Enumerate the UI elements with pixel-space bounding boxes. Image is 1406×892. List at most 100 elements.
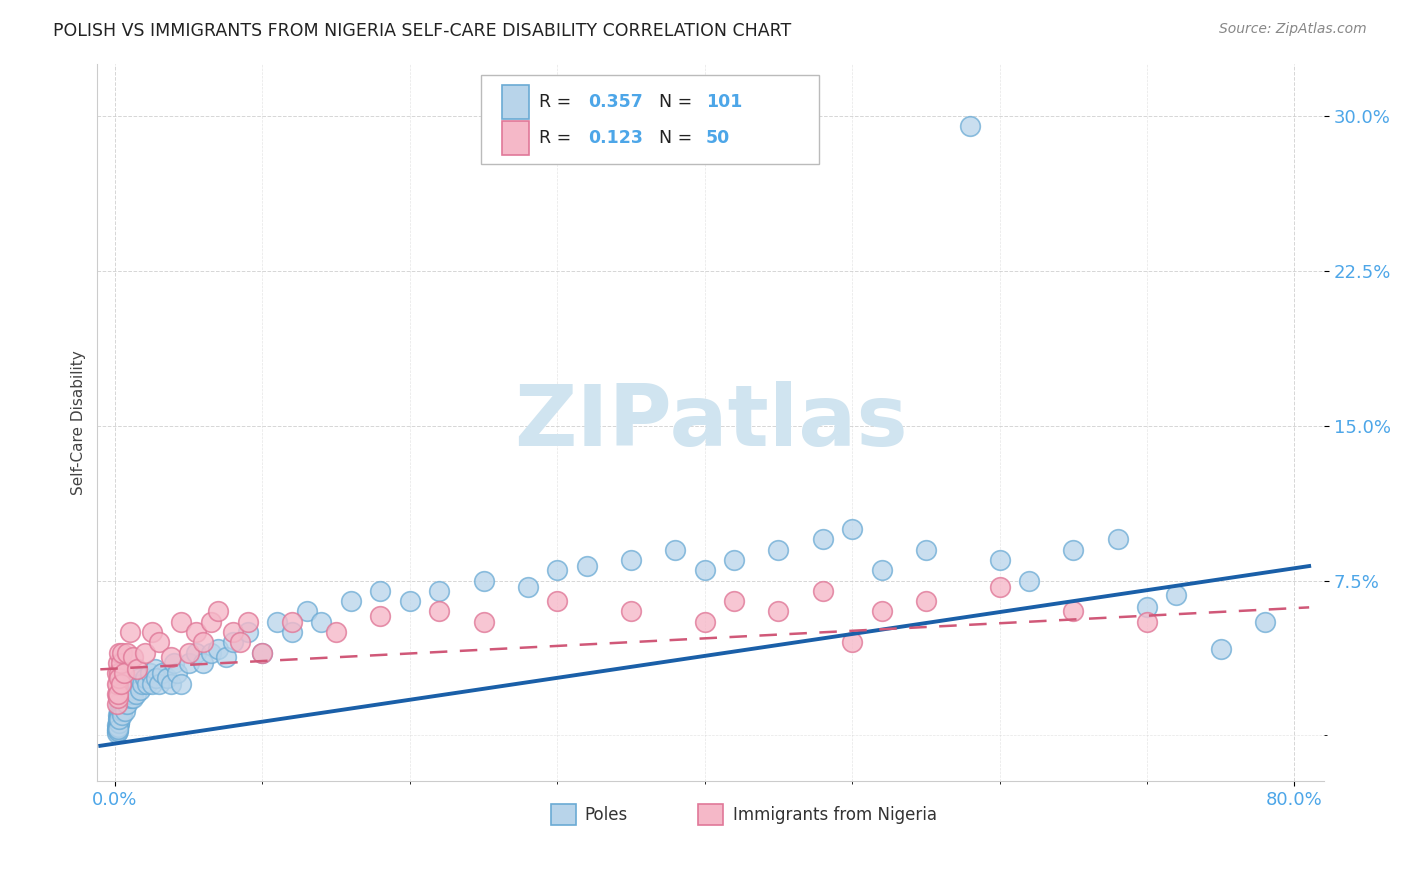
Point	[207, 641, 229, 656]
Point	[575, 559, 598, 574]
Point	[1107, 532, 1129, 546]
Point	[200, 646, 222, 660]
Point	[370, 583, 392, 598]
Point	[107, 718, 129, 732]
Text: N =: N =	[659, 93, 697, 111]
Point	[136, 677, 159, 691]
Point	[107, 691, 129, 706]
Point	[723, 594, 745, 608]
Point	[105, 677, 128, 691]
Point	[193, 635, 215, 649]
Point	[1136, 600, 1159, 615]
Point	[105, 723, 128, 737]
Text: 101: 101	[706, 93, 742, 111]
Point	[118, 625, 141, 640]
Bar	[699, 804, 723, 825]
Point	[177, 646, 200, 660]
Point	[121, 649, 143, 664]
Point	[1062, 542, 1084, 557]
Point	[105, 687, 128, 701]
Point	[107, 724, 129, 739]
Point	[108, 704, 131, 718]
Point	[110, 704, 132, 718]
Point	[111, 704, 134, 718]
Point	[110, 699, 132, 714]
Point	[281, 625, 304, 640]
Point	[1018, 574, 1040, 588]
FancyBboxPatch shape	[481, 75, 818, 164]
Point	[115, 691, 138, 706]
Point	[107, 720, 129, 734]
Point	[108, 671, 131, 685]
Point	[107, 723, 129, 737]
Point	[1136, 615, 1159, 629]
Text: R =: R =	[538, 93, 576, 111]
Text: N =: N =	[659, 129, 697, 147]
Point	[870, 563, 893, 577]
Point	[121, 691, 143, 706]
Point	[163, 656, 186, 670]
Point	[107, 720, 129, 734]
Point	[236, 615, 259, 629]
Point	[131, 677, 153, 691]
Point	[546, 563, 568, 577]
Point	[811, 532, 834, 546]
Point	[108, 712, 131, 726]
Point	[112, 691, 135, 706]
Point	[160, 649, 183, 664]
Point	[128, 671, 150, 685]
Point	[107, 656, 129, 670]
Point	[693, 563, 716, 577]
Point	[295, 605, 318, 619]
Point	[141, 677, 163, 691]
Point	[1209, 641, 1232, 656]
Point	[107, 712, 129, 726]
Point	[115, 687, 138, 701]
Point	[193, 656, 215, 670]
Point	[1254, 615, 1277, 629]
Text: Poles: Poles	[585, 805, 627, 823]
Point	[114, 704, 136, 718]
Point	[145, 671, 167, 685]
Point	[134, 646, 156, 660]
Point	[108, 716, 131, 731]
Point	[184, 625, 207, 640]
Point	[325, 625, 347, 640]
Point	[107, 707, 129, 722]
Point	[114, 698, 136, 712]
Point	[115, 646, 138, 660]
Point	[229, 635, 252, 649]
Point	[112, 666, 135, 681]
Point	[110, 656, 132, 670]
Point	[959, 119, 981, 133]
Point	[184, 646, 207, 660]
Point	[177, 656, 200, 670]
Point	[427, 583, 450, 598]
Point	[768, 605, 790, 619]
Point	[841, 522, 863, 536]
Point	[311, 615, 333, 629]
Point	[110, 677, 132, 691]
Text: POLISH VS IMMIGRANTS FROM NIGERIA SELF-CARE DISABILITY CORRELATION CHART: POLISH VS IMMIGRANTS FROM NIGERIA SELF-C…	[53, 22, 792, 40]
Point	[222, 625, 245, 640]
Point	[105, 698, 128, 712]
Point	[988, 580, 1011, 594]
Point	[125, 687, 148, 701]
Point	[811, 583, 834, 598]
Point	[170, 677, 193, 691]
Point	[108, 712, 131, 726]
Point	[252, 646, 274, 660]
Point	[107, 687, 129, 701]
Point	[693, 615, 716, 629]
Point	[160, 677, 183, 691]
Point	[121, 677, 143, 691]
Text: 50: 50	[706, 129, 730, 147]
Point	[108, 646, 131, 660]
Point	[105, 724, 128, 739]
Text: Source: ZipAtlas.com: Source: ZipAtlas.com	[1219, 22, 1367, 37]
Point	[399, 594, 422, 608]
Point	[129, 683, 152, 698]
Text: Immigrants from Nigeria: Immigrants from Nigeria	[733, 805, 936, 823]
Point	[139, 666, 162, 681]
Point	[915, 542, 938, 557]
